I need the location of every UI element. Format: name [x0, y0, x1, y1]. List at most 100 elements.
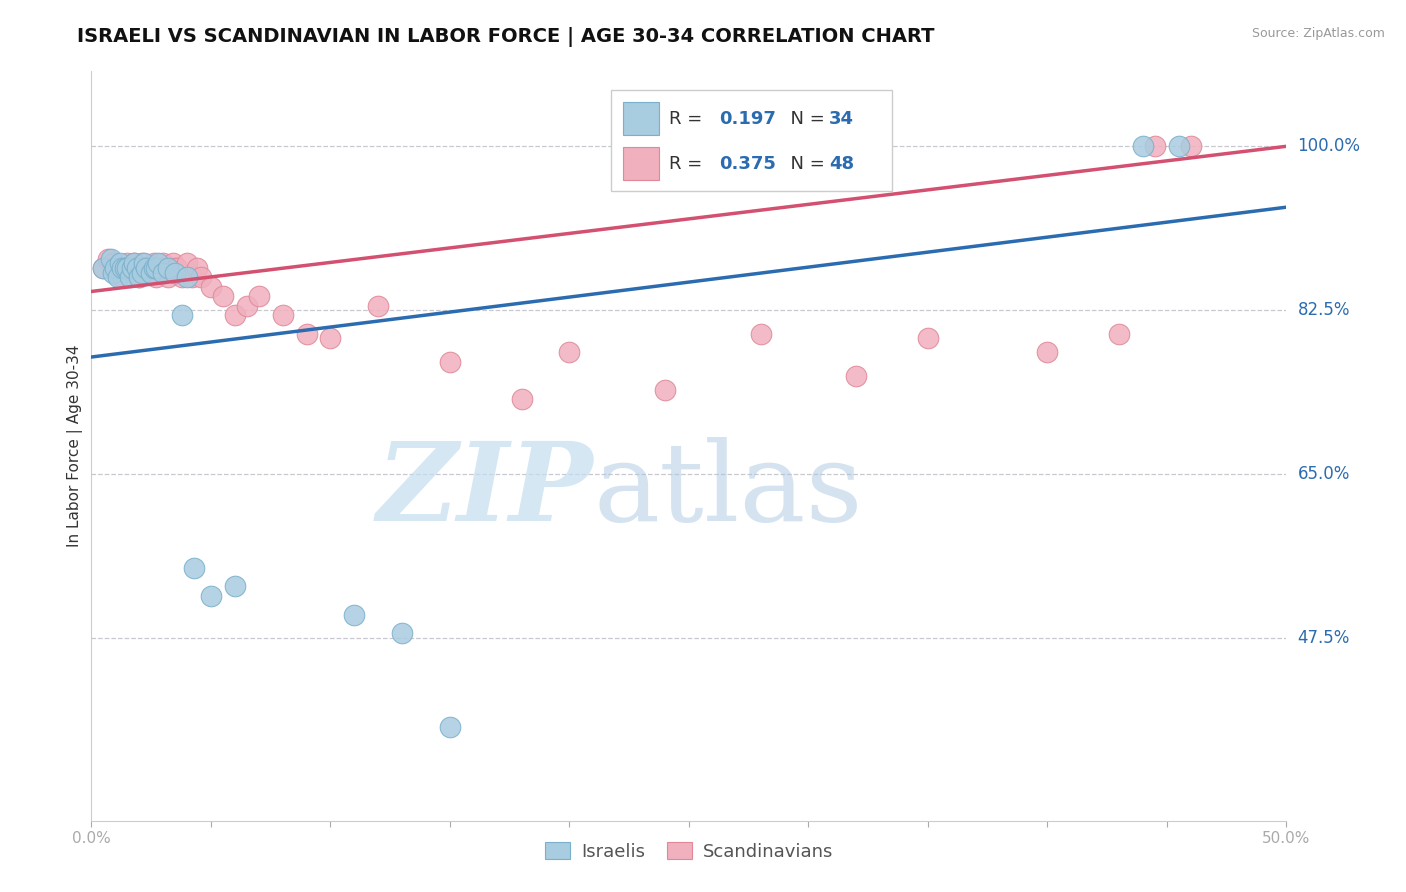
Point — [101, 266, 124, 280]
Point — [124, 256, 146, 270]
Point — [845, 368, 868, 383]
Point — [135, 266, 157, 280]
Point — [118, 261, 141, 276]
Point — [108, 256, 131, 270]
Point — [118, 270, 141, 285]
Text: 34: 34 — [828, 110, 853, 128]
Legend: Israelis, Scandinavians: Israelis, Scandinavians — [537, 835, 841, 868]
Point — [176, 256, 198, 270]
Point — [145, 261, 167, 276]
Point — [115, 256, 138, 270]
Text: ZIP: ZIP — [377, 437, 593, 545]
Point — [124, 256, 146, 270]
Point — [152, 256, 174, 270]
Text: ISRAELI VS SCANDINAVIAN IN LABOR FORCE | AGE 30-34 CORRELATION CHART: ISRAELI VS SCANDINAVIAN IN LABOR FORCE |… — [77, 27, 935, 46]
Point — [295, 326, 318, 341]
Point — [1167, 139, 1189, 153]
Point — [148, 256, 170, 270]
Point — [100, 252, 122, 266]
Point — [125, 261, 148, 276]
FancyBboxPatch shape — [612, 90, 891, 191]
Point — [180, 270, 202, 285]
Point — [391, 626, 413, 640]
Point — [1108, 326, 1130, 341]
Point — [141, 261, 162, 276]
Point — [166, 261, 188, 276]
Text: 47.5%: 47.5% — [1298, 629, 1350, 647]
Point — [1180, 139, 1202, 153]
Point — [558, 345, 581, 359]
Text: 0.375: 0.375 — [718, 154, 776, 172]
Point — [135, 261, 157, 276]
Point — [176, 270, 198, 285]
Point — [172, 308, 194, 322]
Text: N =: N = — [779, 154, 830, 172]
Point — [162, 256, 184, 270]
Point — [172, 270, 194, 285]
Y-axis label: In Labor Force | Age 30-34: In Labor Force | Age 30-34 — [67, 344, 83, 548]
Point — [152, 266, 174, 280]
Point — [93, 261, 114, 276]
Text: 82.5%: 82.5% — [1298, 301, 1350, 319]
Text: 48: 48 — [828, 154, 853, 172]
Point — [93, 261, 114, 276]
Point — [111, 270, 134, 285]
Point — [131, 256, 153, 270]
Point — [142, 256, 165, 270]
Point — [200, 280, 222, 294]
Point — [132, 256, 155, 270]
Point — [101, 256, 124, 270]
Point — [186, 261, 208, 276]
Point — [439, 355, 461, 369]
Point — [128, 270, 150, 285]
Point — [917, 331, 939, 345]
Point — [141, 266, 162, 280]
Point — [367, 299, 389, 313]
Text: R =: R = — [669, 154, 707, 172]
Point — [128, 270, 150, 285]
Point — [115, 261, 138, 276]
Point — [163, 261, 186, 276]
Point — [114, 261, 136, 276]
Point — [271, 308, 294, 322]
Point — [235, 299, 259, 313]
Text: 0.197: 0.197 — [718, 110, 776, 128]
Point — [163, 266, 186, 280]
Point — [183, 561, 205, 575]
Point — [111, 261, 134, 276]
Point — [97, 252, 120, 266]
Point — [224, 580, 246, 594]
Point — [142, 261, 165, 276]
Text: R =: R = — [669, 110, 707, 128]
Point — [439, 720, 461, 734]
Point — [654, 383, 676, 397]
Text: atlas: atlas — [593, 437, 863, 544]
Point — [145, 270, 167, 285]
Point — [190, 270, 212, 285]
FancyBboxPatch shape — [623, 147, 659, 180]
Point — [107, 270, 129, 285]
Point — [104, 261, 127, 276]
Point — [1036, 345, 1059, 359]
Point — [224, 308, 246, 322]
Point — [319, 331, 342, 345]
Text: 100.0%: 100.0% — [1298, 137, 1361, 155]
Point — [1144, 139, 1167, 153]
Point — [343, 607, 366, 622]
Point — [148, 261, 170, 276]
Point — [155, 261, 177, 276]
Point — [156, 261, 179, 276]
Point — [121, 261, 143, 276]
Point — [247, 289, 270, 303]
Point — [107, 261, 129, 276]
Point — [131, 266, 153, 280]
Point — [121, 261, 143, 276]
Point — [132, 261, 155, 276]
Point — [1132, 139, 1154, 153]
Text: Source: ZipAtlas.com: Source: ZipAtlas.com — [1251, 27, 1385, 40]
Point — [510, 392, 533, 407]
Text: 65.0%: 65.0% — [1298, 465, 1350, 483]
FancyBboxPatch shape — [623, 102, 659, 135]
Point — [211, 289, 233, 303]
Point — [749, 326, 772, 341]
